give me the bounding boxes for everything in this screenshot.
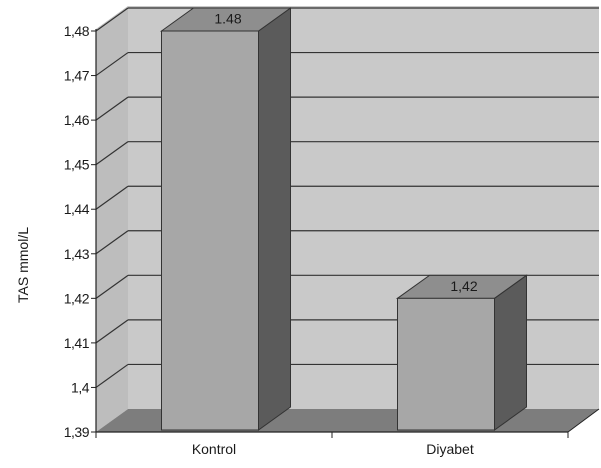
gridline-side — [95, 52, 129, 77]
gridline-side — [95, 230, 129, 255]
gridline-side — [95, 363, 129, 388]
y-tick-label: 1,44 — [64, 201, 90, 217]
y-tick-label: 1,43 — [64, 246, 90, 262]
gridline-side — [95, 141, 129, 166]
data-label: 1,42 — [450, 278, 477, 294]
bar — [397, 297, 495, 431]
x-tick-label: Kontrol — [192, 441, 236, 457]
y-axis-title: TAS mmol/L — [15, 227, 31, 303]
y-tick-label: 1,39 — [64, 424, 90, 440]
y-tick-label: 1,42 — [64, 290, 90, 306]
bar — [161, 30, 259, 431]
bar-side — [258, 7, 291, 431]
data-label: 1.48 — [214, 11, 241, 27]
gridline-side — [95, 319, 129, 344]
x-axis-labels: Kontrol Diyabet — [192, 441, 474, 457]
y-tick-label: 1,41 — [64, 335, 90, 351]
gridline-side — [95, 274, 129, 299]
x-tick-label: Diyabet — [426, 441, 474, 457]
gridline-side — [95, 96, 129, 121]
bars: 1.48 1,42 — [159, 7, 529, 431]
y-tick-label: 1,46 — [64, 112, 90, 128]
y-tick-label: 1,45 — [64, 157, 90, 173]
y-tick-label: 1,4 — [71, 379, 90, 395]
gridline-side — [95, 7, 129, 32]
y-tick-label: 1,48 — [64, 23, 90, 39]
bar-side — [494, 274, 527, 431]
y-tick-label: 1,47 — [64, 68, 90, 84]
x-axis-depth-line — [567, 408, 600, 433]
y-axis-ticks: 1,39 1,4 1,41 1,42 1,43 1,44 1,45 1,46 1,47 1,48 — [64, 23, 600, 440]
gridline-side — [95, 185, 129, 210]
